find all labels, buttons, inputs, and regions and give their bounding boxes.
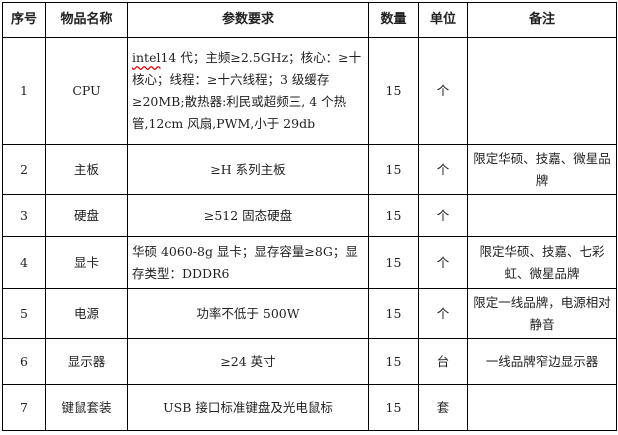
cell-name: 主板 bbox=[45, 144, 128, 195]
header-note: 备注 bbox=[467, 2, 617, 38]
cell-qty: 15 bbox=[368, 194, 419, 237]
cell-qty: 15 bbox=[368, 384, 419, 431]
cell-spec: 华硕 4060-8g 显卡；显存容量≥8G；显存类型：DDDR6 bbox=[127, 236, 369, 289]
cell-no: 5 bbox=[2, 288, 46, 339]
spec-text: ≥24 英寸 bbox=[220, 353, 276, 369]
header-name: 物品名称 bbox=[45, 2, 128, 38]
table-row: 3 硬盘 ≥512 固态硬盘 15 个 bbox=[2, 194, 617, 237]
cell-spec: ≥H 系列主板 bbox=[127, 144, 369, 195]
cell-unit: 套 bbox=[418, 384, 468, 431]
cell-unit: 个 bbox=[418, 194, 468, 237]
cell-note: 限定一线品牌，电源相对静音 bbox=[467, 288, 617, 339]
table-row: 6 显示器 ≥24 英寸 15 台一线品牌窄边显示器 bbox=[2, 338, 617, 385]
spec-text: 华硕 4060-8g 显卡；显存容量≥8G；显存类型：DDDR6 bbox=[132, 243, 358, 281]
table-row: 5 电源 功率不低于 500W 15 个限定一线品牌，电源相对静音 bbox=[2, 288, 617, 339]
cell-no: 7 bbox=[2, 384, 46, 431]
cell-spec: ≥24 英寸 bbox=[127, 338, 369, 385]
cell-no: 2 bbox=[2, 144, 46, 195]
spec-text: USB 接口标准键盘及光电鼠标 bbox=[163, 399, 333, 415]
cell-name: 键鼠套装 bbox=[45, 384, 128, 431]
cell-note bbox=[467, 194, 617, 237]
cell-no: 1 bbox=[2, 37, 46, 145]
cell-qty: 15 bbox=[368, 236, 419, 289]
spec-text: 14 代；主频≥2.5GHz；核心：≥十核心；线程：≥十六线程；3 级缓存≥20… bbox=[132, 50, 362, 131]
spell-check-word: intel bbox=[132, 50, 161, 65]
cell-qty: 15 bbox=[368, 288, 419, 339]
cell-note: 限定华硕、技嘉、微星品牌 bbox=[467, 144, 617, 195]
spec-text: ≥512 固态硬盘 bbox=[203, 207, 293, 223]
cell-qty: 15 bbox=[368, 338, 419, 385]
cell-note: 限定华硕、技嘉、七彩虹、微星品牌 bbox=[467, 236, 617, 289]
header-no: 序号 bbox=[2, 2, 46, 38]
header-qty: 数量 bbox=[368, 2, 419, 38]
table-row: 7 键鼠套装 USB 接口标准键盘及光电鼠标 15 套 bbox=[2, 384, 617, 431]
cell-note: 一线品牌窄边显示器 bbox=[467, 338, 617, 385]
cell-name: 显卡 bbox=[45, 236, 128, 289]
table-row: 2 主板 ≥H 系列主板 15 个限定华硕、技嘉、微星品牌 bbox=[2, 144, 617, 195]
cell-name: 显示器 bbox=[45, 338, 128, 385]
cell-name: 硬盘 bbox=[45, 194, 128, 237]
table-row: 4 显卡 华硕 4060-8g 显卡；显存容量≥8G；显存类型：DDDR6 15 个限定… bbox=[2, 236, 617, 289]
cell-note bbox=[467, 37, 617, 145]
spec-text: ≥H 系列主板 bbox=[210, 161, 286, 177]
cell-unit: 个 bbox=[418, 288, 468, 339]
cell-unit: 个 bbox=[418, 236, 468, 289]
cell-no: 6 bbox=[2, 338, 46, 385]
cell-spec: USB 接口标准键盘及光电鼠标 bbox=[127, 384, 369, 431]
cell-name: 电源 bbox=[45, 288, 128, 339]
cell-qty: 15 bbox=[368, 144, 419, 195]
cell-spec: ≥512 固态硬盘 bbox=[127, 194, 369, 237]
header-spec: 参数要求 bbox=[127, 2, 369, 38]
cell-no: 3 bbox=[2, 194, 46, 237]
cell-name: CPU bbox=[45, 37, 128, 145]
cell-note bbox=[467, 384, 617, 431]
table-row: 1 CPU intel14 代；主频≥2.5GHz；核心：≥十核心；线程：≥十六线程… bbox=[2, 37, 617, 145]
header-unit: 单位 bbox=[418, 2, 468, 38]
header-row: 序号 物品名称 参数要求 数量 单位 备注 bbox=[2, 2, 617, 38]
cell-qty: 15 bbox=[368, 37, 419, 145]
cell-unit: 台 bbox=[418, 338, 468, 385]
cell-spec: 功率不低于 500W bbox=[127, 288, 369, 339]
cell-no: 4 bbox=[2, 236, 46, 289]
cell-unit: 个 bbox=[418, 37, 468, 145]
cell-spec: intel14 代；主频≥2.5GHz；核心：≥十核心；线程：≥十六线程；3 级… bbox=[127, 37, 369, 145]
spec-text: 功率不低于 500W bbox=[196, 305, 300, 321]
cell-unit: 个 bbox=[418, 144, 468, 195]
